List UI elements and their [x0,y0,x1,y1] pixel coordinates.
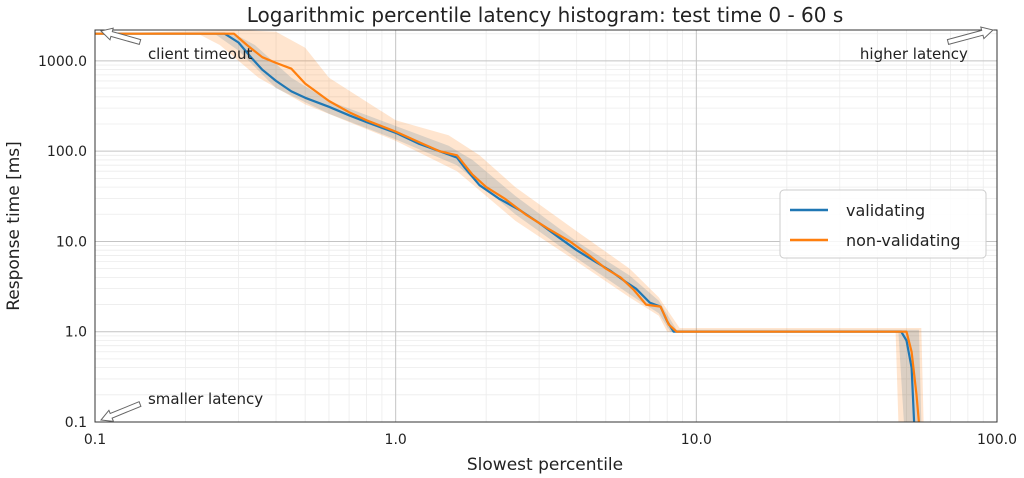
y-tick-label: 1000.0 [38,54,87,70]
y-axis-label: Response time [ms] [4,141,24,311]
plot-frame [94,29,998,423]
chart-title: Logarithmic percentile latency histogram… [247,3,844,27]
legend-box [779,189,987,259]
annotations: client timeout higher latency smaller late… [148,45,968,408]
annotation-smaller-latency: smaller latency [148,390,263,408]
series-lines [95,32,920,423]
x-axis-label: Slowest percentile [467,455,623,475]
legend: validating non-validating [779,189,987,259]
arrow-to-top-right-icon [946,26,995,46]
arrow-to-bottom-left-icon [100,401,142,422]
y-tick-label: 1.0 [65,325,87,341]
x-tick-label: 1.0 [385,432,407,448]
arrow-to-top-left-icon [99,27,142,46]
x-tick-label: 0.1 [84,432,106,448]
y-tick-label: 100.0 [47,144,87,160]
x-tick-label: 100.0 [977,432,1017,448]
annotation-client-timeout: client timeout [148,45,253,63]
annotation-higher-latency: higher latency [860,45,968,63]
x-tick-labels: 0.1 1.0 10.0 100.0 [84,432,1017,448]
y-tick-label: 10.0 [56,234,87,250]
y-tick-labels: 0.1 1.0 10.0 100.0 1000.0 [38,54,87,431]
corner-arrows [99,26,995,422]
legend-label-non-validating: non-validating [846,231,961,250]
x-tick-label: 10.0 [681,432,712,448]
y-tick-label: 0.1 [65,415,87,431]
line-non-validating [95,32,920,423]
legend-label-validating: validating [846,201,925,220]
